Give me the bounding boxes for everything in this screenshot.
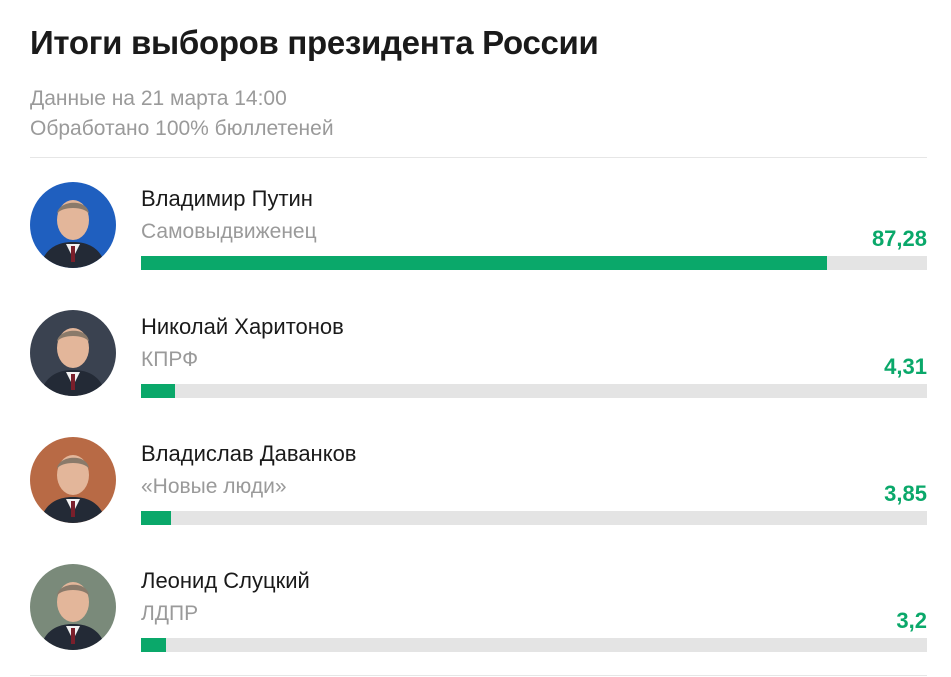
candidate-party: Самовыдвиженец — [141, 220, 317, 243]
bottom-divider — [30, 675, 927, 676]
candidate-row: Леонид Слуцкий ЛДПР 3,2 — [30, 564, 927, 674]
portrait-photo-icon — [30, 437, 116, 523]
portrait-photo-icon — [30, 564, 116, 650]
vote-bar — [141, 511, 171, 525]
results-page: Итоги выборов президента России Данные н… — [30, 0, 927, 677]
candidate-party: КПРФ — [141, 348, 199, 371]
candidate-row: Владислав Даванков «Новые люди» 3,85 — [30, 437, 927, 547]
candidate-party: ЛДПР — [141, 602, 199, 625]
candidate-name: Николай Харитонов — [141, 314, 344, 339]
top-divider — [30, 157, 927, 158]
portrait-photo-icon — [30, 182, 116, 268]
vote-bar — [141, 256, 827, 270]
candidate-row: Николай Харитонов КПРФ 4,31 — [30, 310, 927, 420]
candidate-name: Владимир Путин — [141, 186, 313, 211]
vote-percent-label: 4,31 — [884, 354, 927, 379]
vote-bar-track — [141, 256, 927, 270]
data-date-line: Данные на 21 марта 14:00 — [30, 87, 287, 110]
vote-bar-track — [141, 384, 927, 398]
vote-percent-label: 3,85 — [884, 481, 927, 506]
candidate-row: Владимир Путин Самовыдвиженец 87,28 — [30, 182, 927, 292]
vote-percent-label: 87,28 — [871, 226, 927, 251]
processed-ballots-line: Обработано 100% бюллетеней — [30, 117, 334, 140]
candidate-party: «Новые люди» — [141, 475, 287, 498]
vote-bar-track — [141, 638, 927, 652]
candidate-name: Леонид Слуцкий — [141, 568, 310, 593]
vote-bar-track — [141, 511, 927, 525]
vote-percent-label: 3,2 — [896, 608, 927, 633]
candidate-name: Владислав Даванков — [141, 441, 357, 466]
vote-bar — [141, 638, 166, 652]
data-info: Данные на 21 марта 14:00 Обработано 100%… — [30, 84, 334, 144]
vote-bar — [141, 384, 175, 398]
portrait-photo-icon — [30, 310, 116, 396]
page-title: Итоги выборов президента России — [30, 24, 599, 61]
